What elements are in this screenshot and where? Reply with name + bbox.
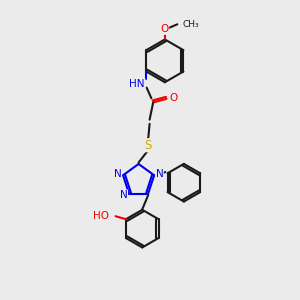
Text: CH₃: CH₃ (183, 20, 199, 29)
Text: O: O (160, 24, 169, 34)
Text: HN: HN (129, 79, 145, 89)
Text: N: N (114, 169, 122, 179)
Text: HO: HO (93, 211, 109, 220)
Text: N: N (120, 190, 128, 200)
Text: O: O (169, 93, 177, 103)
Text: N: N (156, 169, 164, 179)
Text: S: S (144, 139, 152, 152)
